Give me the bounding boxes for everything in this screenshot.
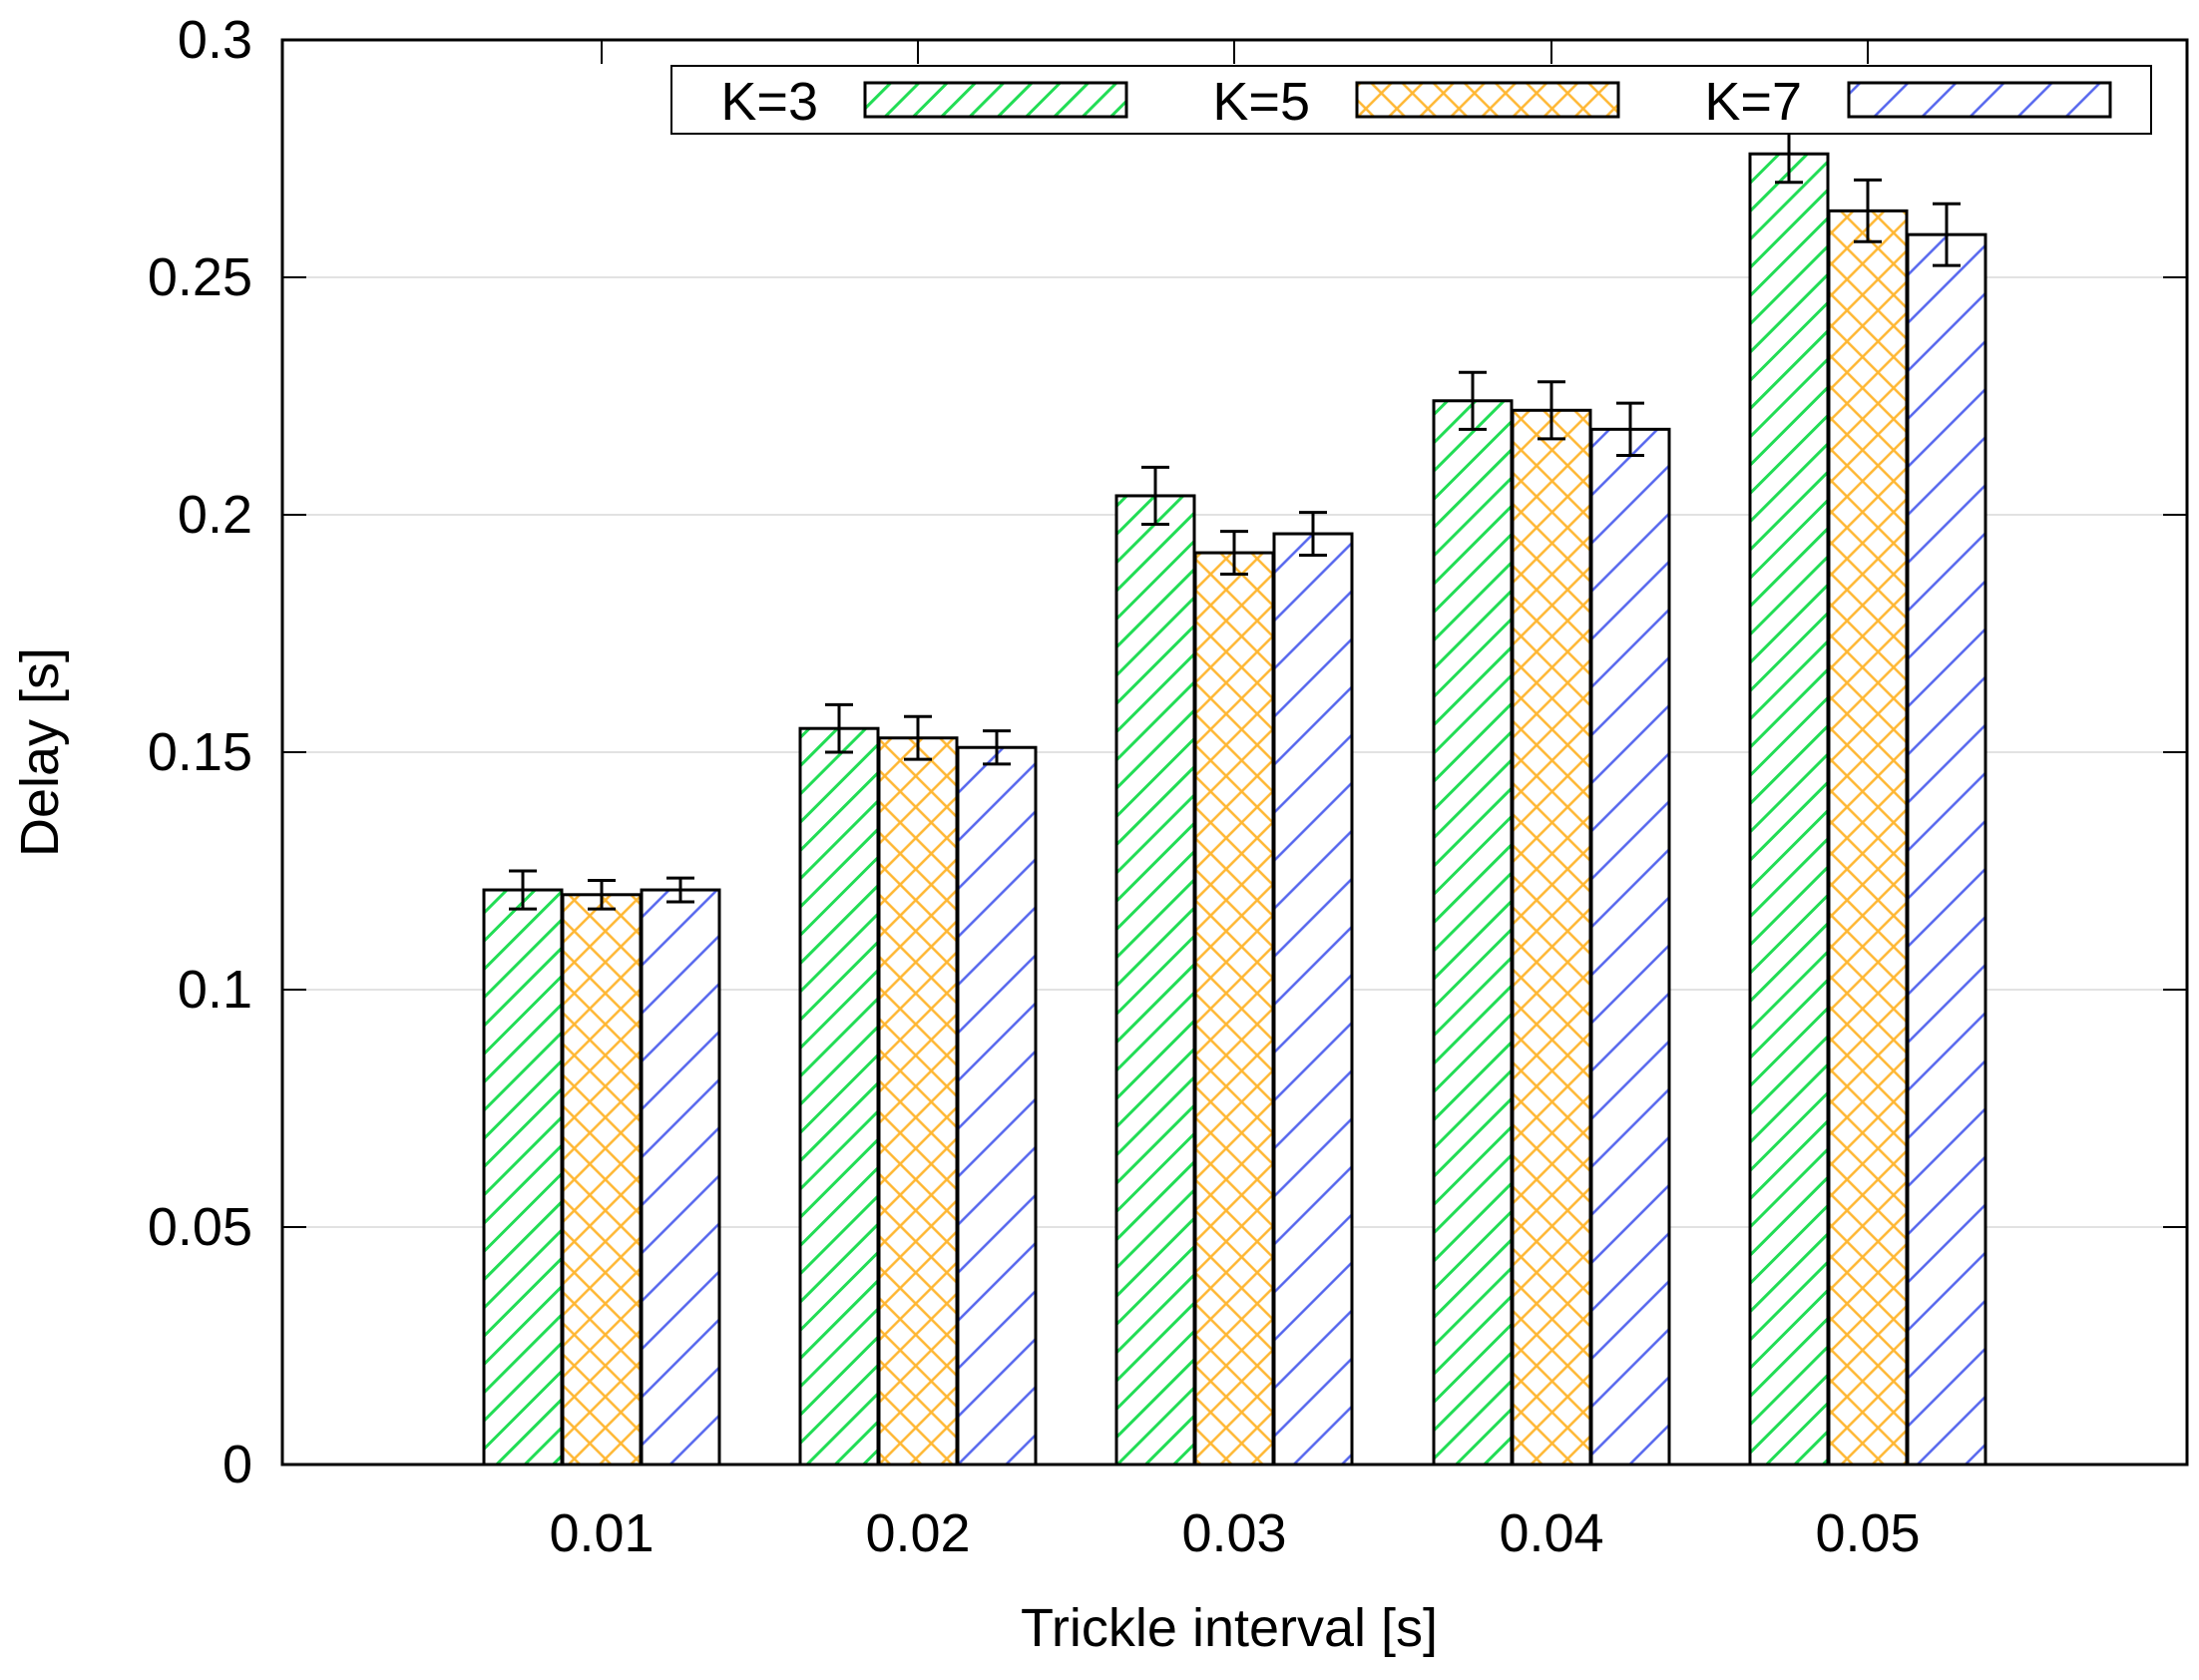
y-tick-label: 0 — [222, 1435, 252, 1494]
error-bar — [1220, 530, 1248, 576]
error-bar — [1299, 511, 1327, 557]
error-bar — [825, 702, 853, 754]
error-bar — [588, 879, 616, 911]
error-bar — [1459, 370, 1487, 431]
error-bar — [1854, 178, 1882, 243]
x-axis-title: Trickle interval [s] — [1021, 1598, 1438, 1658]
axes: 0 0.05 0.1 0.15 0.2 0.25 0.3 0.01 0.02 0.03 0.04 0.… — [148, 10, 2189, 1563]
bar-k7-0.02 — [956, 745, 1038, 1467]
bar-k5-0.01 — [561, 893, 643, 1467]
error-bars — [509, 124, 1961, 911]
error-bar — [666, 876, 694, 904]
y-tick-label: 0.15 — [148, 722, 252, 782]
bar-k5-0.04 — [1511, 408, 1592, 1467]
legend-swatch-k3 — [863, 81, 1128, 119]
bar-k7-0.01 — [640, 888, 721, 1467]
error-bar — [1616, 401, 1644, 457]
bar-k3-0.02 — [798, 726, 880, 1467]
legend: K=3 K=5 K=7 — [670, 65, 2152, 135]
x-tick-label: 0.03 — [1181, 1503, 1286, 1563]
plot-frame — [280, 38, 2189, 1467]
legend-label-k7: K=7 — [1704, 72, 1802, 132]
bar-k3-0.05 — [1748, 152, 1830, 1467]
y-axis-title: Delay [s] — [10, 647, 70, 857]
bar-k7-0.05 — [1906, 232, 1987, 1467]
x-tick-label: 0.05 — [1815, 1503, 1920, 1563]
legend-swatch-k7 — [1847, 81, 2112, 119]
legend-label-k5: K=5 — [1212, 72, 1310, 132]
error-bar — [1933, 202, 1961, 267]
error-bar — [983, 729, 1011, 766]
error-bar — [904, 714, 932, 761]
legend-swatch-k5 — [1355, 81, 1620, 119]
legend-label-k3: K=3 — [720, 72, 818, 132]
y-tick-label: 0.1 — [178, 960, 252, 1020]
y-tick-label: 0.05 — [148, 1197, 252, 1257]
bar-k5-0.03 — [1193, 551, 1275, 1467]
error-bar — [509, 869, 537, 911]
x-tick-label: 0.04 — [1499, 1503, 1603, 1563]
bars — [482, 152, 1987, 1467]
y-tick-label: 0.25 — [148, 247, 252, 307]
bar-k3-0.01 — [482, 888, 564, 1467]
bar-k7-0.03 — [1272, 532, 1354, 1467]
bar-k5-0.05 — [1827, 209, 1909, 1467]
bar-k3-0.04 — [1432, 399, 1514, 1467]
x-tick-label: 0.02 — [865, 1503, 970, 1563]
bar-k3-0.03 — [1114, 494, 1196, 1467]
x-tick-label: 0.01 — [549, 1503, 654, 1563]
bar-k7-0.04 — [1589, 427, 1671, 1467]
y-tick-label: 0.3 — [178, 10, 252, 70]
error-bar — [1141, 465, 1169, 527]
error-bar — [1538, 380, 1565, 441]
y-tick-label: 0.2 — [178, 485, 252, 545]
bar-k5-0.02 — [877, 736, 959, 1467]
